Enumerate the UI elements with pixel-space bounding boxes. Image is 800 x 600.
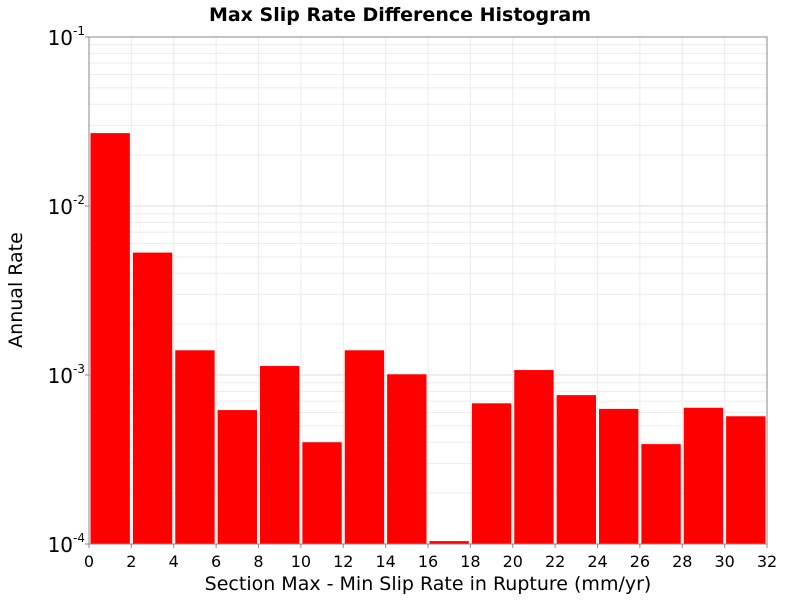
x-tick-label: 16 xyxy=(418,552,438,571)
histogram-bar xyxy=(175,350,215,544)
histogram-bar xyxy=(217,410,257,544)
y-axis-ticks: 10-4 10-3 10-2 10-1 xyxy=(48,24,89,557)
x-tick-label: 30 xyxy=(714,552,734,571)
histogram-bar xyxy=(90,133,130,544)
x-axis-ticks: 0 2 4 6 8 10 12 14 16 18 20 22 24 26 28 30 32 xyxy=(84,544,777,571)
y-tick-label: 10-3 xyxy=(48,362,85,388)
histogram-bar xyxy=(683,407,724,544)
histogram-bar xyxy=(599,408,639,544)
x-tick-label: 32 xyxy=(757,552,777,571)
chart-title: Max Slip Rate Difference Histogram xyxy=(209,4,591,26)
y-tick-label: 10-4 xyxy=(48,531,85,557)
x-tick-label: 22 xyxy=(545,552,565,571)
x-tick-label: 10 xyxy=(291,552,311,571)
histogram-bar xyxy=(641,444,681,544)
y-axis-label: Annual Rate xyxy=(5,232,27,348)
x-tick-label: 6 xyxy=(211,552,221,571)
histogram-bar xyxy=(387,374,427,544)
histogram-bar xyxy=(726,416,766,544)
x-tick-label: 0 xyxy=(84,552,94,571)
x-tick-label: 4 xyxy=(169,552,179,571)
histogram-bar xyxy=(302,442,342,544)
histogram-bar xyxy=(429,541,469,544)
y-tick-label: 10-2 xyxy=(48,193,85,219)
histogram-bar xyxy=(514,370,554,544)
x-tick-label: 8 xyxy=(253,552,263,571)
histogram-bar xyxy=(344,350,385,544)
x-tick-label: 28 xyxy=(672,552,692,571)
x-tick-label: 12 xyxy=(333,552,353,571)
x-tick-label: 26 xyxy=(630,552,650,571)
histogram-bar xyxy=(132,252,173,544)
y-tick-label: 10-1 xyxy=(48,24,85,50)
histogram-bar xyxy=(260,366,300,544)
x-tick-label: 14 xyxy=(375,552,395,571)
histogram-bar xyxy=(471,403,512,544)
x-tick-label: 20 xyxy=(503,552,523,571)
x-tick-label: 18 xyxy=(460,552,480,571)
x-tick-label: 24 xyxy=(587,552,607,571)
x-tick-label: 2 xyxy=(126,552,136,571)
bars xyxy=(90,133,766,544)
histogram-bar xyxy=(556,395,596,544)
x-axis-label: Section Max - Min Slip Rate in Rupture (… xyxy=(205,573,652,595)
